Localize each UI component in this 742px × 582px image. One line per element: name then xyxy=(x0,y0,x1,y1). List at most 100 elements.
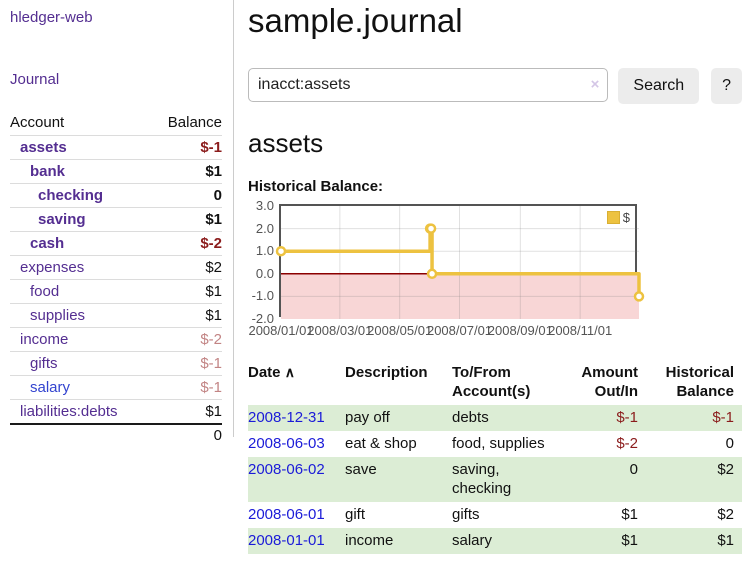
app-title-link[interactable]: hledger-web xyxy=(10,9,93,26)
transaction-amount-cell: $-1 xyxy=(616,409,638,426)
x-axis-tick-label: 2008/01/01 xyxy=(248,323,314,338)
account-heading: assets xyxy=(248,128,324,158)
account-balance: $1 xyxy=(205,307,222,324)
transaction-historical-cell: $-1 xyxy=(712,409,734,426)
account-balance: $1 xyxy=(205,211,222,228)
y-axis-tick-label: 1.0 xyxy=(255,243,274,259)
legend-swatch-icon xyxy=(606,211,620,224)
account-link[interactable]: checking xyxy=(38,187,104,204)
account-balance: $2 xyxy=(205,259,222,276)
transaction-historical-cell: $2 xyxy=(717,461,734,478)
transaction-date-link[interactable]: 2008-06-03 xyxy=(248,435,325,452)
account-balance: $1 xyxy=(205,283,222,300)
historical-balance-chart: $ 3.0 2.0 1.0 0.0 -1.0 -2.0 2008/01/01 2008/03/… xyxy=(248,198,742,340)
sort-ascending-icon: ∧ xyxy=(284,364,295,380)
sidebar-item-journal[interactable]: Journal xyxy=(10,71,60,88)
account-link[interactable]: supplies xyxy=(30,307,86,324)
account-row: assets $-1 xyxy=(10,135,222,159)
account-balance: $-1 xyxy=(200,355,222,372)
register-header-row: Date ∧ Description To/From Account(s) Am… xyxy=(248,360,742,405)
account-link[interactable]: saving xyxy=(38,211,86,228)
transaction-amount-cell: $1 xyxy=(621,532,638,549)
transaction-description-cell: save xyxy=(345,461,377,478)
account-link[interactable]: liabilities:debts xyxy=(20,403,118,420)
search-input[interactable] xyxy=(248,68,609,102)
search-form: × Search ? xyxy=(248,68,742,104)
account-column-header: Account xyxy=(10,114,65,131)
sidebar-divider xyxy=(233,0,234,437)
page-title: sample.journal xyxy=(248,2,463,39)
balance-column-header: Balance xyxy=(167,114,222,131)
clear-search-icon[interactable]: × xyxy=(590,76,600,93)
transaction-amount-cell: 0 xyxy=(629,461,638,478)
amount-column-header: Amount Out/In xyxy=(581,364,638,400)
transaction-date-cell: 2008-06-03 xyxy=(248,431,345,457)
account-link[interactable]: expenses xyxy=(20,259,85,276)
account-balance: $1 xyxy=(205,163,222,180)
transaction-description-cell: eat & shop xyxy=(345,435,417,452)
accounts-table-header: Account Balance xyxy=(10,110,222,135)
account-row: food $1 xyxy=(10,279,222,303)
accounts-total-value: 0 xyxy=(213,427,222,444)
account-row: bank $1 xyxy=(10,159,222,183)
transaction-date-cell: 2008-01-01 xyxy=(248,528,345,554)
transaction-date-cell: 2008-06-01 xyxy=(248,502,345,528)
account-balance: $1 xyxy=(205,403,222,420)
account-link[interactable]: food xyxy=(30,283,60,300)
account-balance: 0 xyxy=(213,187,222,204)
transaction-tofrom-cell: debts xyxy=(452,409,489,426)
account-link[interactable]: salary xyxy=(30,379,71,396)
account-link[interactable]: cash xyxy=(30,235,65,252)
transaction-description-cell: income xyxy=(345,532,394,549)
help-button[interactable]: ? xyxy=(711,68,742,104)
account-balance: $-1 xyxy=(200,139,222,156)
account-link[interactable]: assets xyxy=(20,139,67,156)
account-link[interactable]: bank xyxy=(30,163,66,180)
date-column-header[interactable]: Date ∧ xyxy=(248,364,295,381)
legend-label: $ xyxy=(622,210,630,225)
transaction-date-link[interactable]: 2008-01-01 xyxy=(248,532,325,549)
x-axis-tick-label: 2008/03/01 xyxy=(307,323,373,338)
account-row: cash $-2 xyxy=(10,231,222,255)
account-row: salary $-1 xyxy=(10,375,222,399)
register-row: 2008-12-31 pay off debts $-1 $-1 xyxy=(248,405,742,431)
historical-column-header: Historical Balance xyxy=(665,364,734,400)
transaction-tofrom-cell: gifts xyxy=(452,506,480,523)
chart-heading: Historical Balance: xyxy=(248,178,384,195)
account-link[interactable]: income xyxy=(20,331,69,348)
account-row: liabilities:debts $1 xyxy=(10,399,222,423)
account-balance: $-1 xyxy=(200,379,222,396)
transaction-tofrom-cell: salary xyxy=(452,532,493,549)
accounts-table: Account Balance assets $-1 bank $1 check… xyxy=(0,110,233,446)
register-row: 2008-06-03 eat & shop food, supplies $-2… xyxy=(248,431,742,457)
transaction-date-link[interactable]: 2008-06-02 xyxy=(248,461,325,478)
account-row: checking 0 xyxy=(10,183,222,207)
account-row: saving $1 xyxy=(10,207,222,231)
account-row: gifts $-1 xyxy=(10,351,222,375)
x-axis-tick-label: 2008/05/01 xyxy=(367,323,433,338)
description-column-header: Description xyxy=(345,364,428,381)
accounts-list: assets $-1 bank $1 checking 0 saving $1 … xyxy=(10,135,222,423)
register-table: Date ∧ Description To/From Account(s) Am… xyxy=(248,360,742,554)
y-axis-tick-label: -2.0 xyxy=(251,311,274,326)
transaction-date-link[interactable]: 2008-06-01 xyxy=(248,506,325,523)
main-content: sample.journal × Search ? assets Histori… xyxy=(248,0,742,554)
transaction-amount-cell: $1 xyxy=(621,506,638,523)
register-rows: 2008-12-31 pay off debts $-1 $-1 2008-06… xyxy=(248,405,742,554)
account-link[interactable]: gifts xyxy=(30,355,58,372)
transaction-date-link[interactable]: 2008-12-31 xyxy=(248,409,325,426)
accounts-total-row: 0 xyxy=(10,423,222,446)
search-button[interactable]: Search xyxy=(618,68,700,104)
account-balance: $-2 xyxy=(200,235,222,252)
transaction-historical-cell: 0 xyxy=(725,435,734,452)
chart-legend: $ xyxy=(604,209,632,226)
search-input-wrap: × xyxy=(248,68,609,102)
account-row: income $-2 xyxy=(10,327,222,351)
register-row: 2008-06-01 gift gifts $1 $2 xyxy=(248,502,742,528)
transaction-tofrom-cell: food, supplies xyxy=(452,435,545,452)
transaction-historical-cell: $2 xyxy=(717,506,734,523)
sidebar: hledger-web Journal Account Balance asse… xyxy=(0,0,233,444)
y-axis-tick-label: -1.0 xyxy=(251,288,274,304)
transaction-date-cell: 2008-06-02 xyxy=(248,457,345,483)
x-axis-tick-label: 2008/07/01 xyxy=(426,323,493,338)
